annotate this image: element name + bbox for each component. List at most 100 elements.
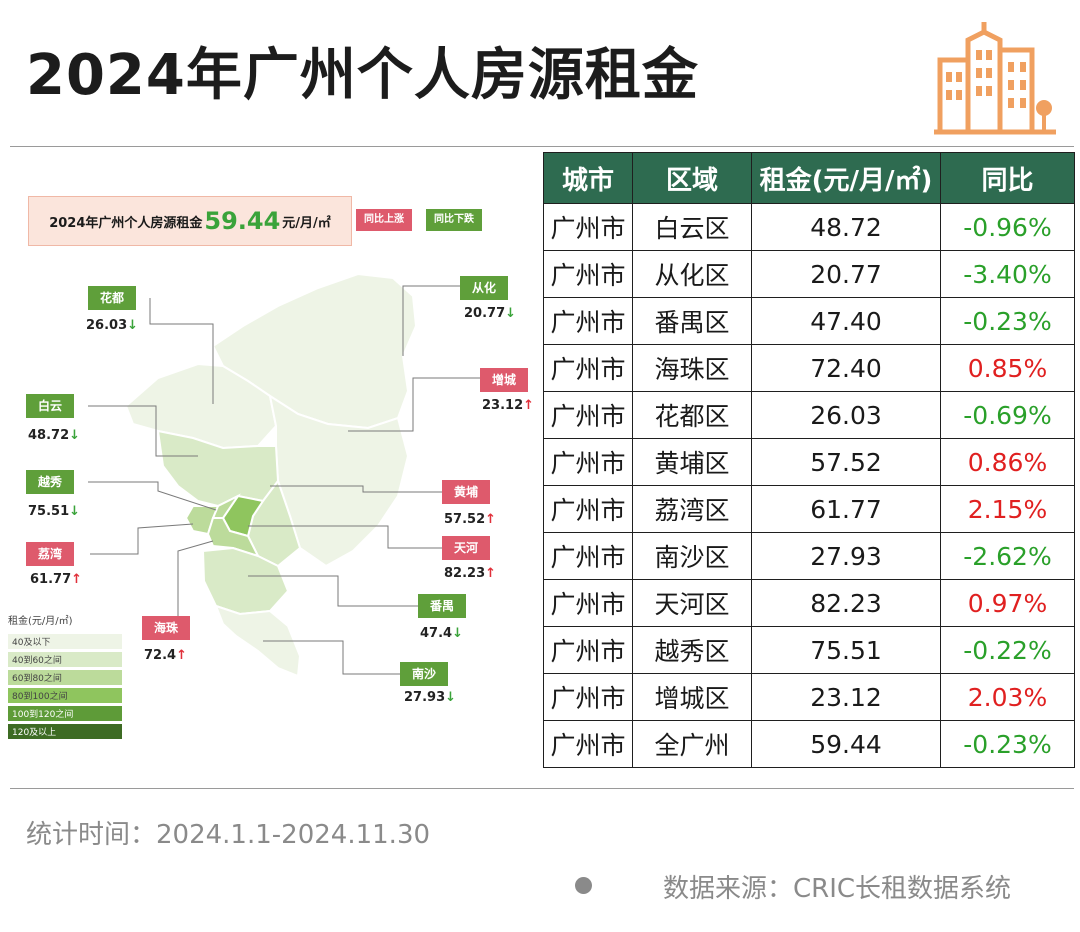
map-region-panyu — [201, 546, 290, 616]
district-cell: 白云区 — [632, 203, 752, 251]
table-row: 广州市 越秀区 75.51 -0.22% — [543, 626, 1075, 674]
rent-cell: 47.40 — [751, 297, 941, 345]
yoy-cell: -0.23% — [940, 297, 1075, 345]
district-cell: 增城区 — [632, 673, 752, 721]
district-cell: 从化区 — [632, 250, 752, 298]
city-cell: 广州市 — [543, 720, 633, 768]
yoy-cell: 0.85% — [940, 344, 1075, 392]
district-cell: 海珠区 — [632, 344, 752, 392]
yoy-cell: -2.62% — [940, 532, 1075, 580]
arrow-up-icon: ↑ — [485, 566, 497, 581]
district-value: 72.4↑ — [144, 648, 187, 663]
legend-item: 100到120之间 — [8, 705, 138, 722]
leader-line — [248, 575, 418, 607]
legend-swatch-label: 40到60之间 — [8, 652, 122, 667]
city-cell: 广州市 — [543, 344, 633, 392]
rent-cell: 48.72 — [751, 203, 941, 251]
arrow-up-icon: ↑ — [485, 512, 497, 527]
table-row: 广州市 全广州 59.44 -0.23% — [543, 720, 1075, 768]
district-cell: 南沙区 — [632, 532, 752, 580]
district-tag: 越秀 — [26, 470, 75, 494]
legend-swatch-label: 80到100之间 — [8, 688, 122, 703]
table-row: 广州市 南沙区 27.93 -2.62% — [543, 532, 1075, 580]
legend-swatch-label: 60到80之间 — [8, 670, 122, 685]
district-cell: 天河区 — [632, 579, 752, 627]
city-cell: 广州市 — [543, 532, 633, 580]
table-header-city: 城市 — [543, 152, 633, 204]
legend-item: 80到100之间 — [8, 687, 138, 704]
district-value-number: 75.51 — [28, 504, 70, 519]
leader-line — [88, 405, 198, 457]
leader-line — [270, 485, 442, 493]
rent-cell: 59.44 — [751, 720, 941, 768]
yoy-cell: -0.22% — [940, 626, 1075, 674]
district-value: 57.52↑ — [444, 512, 496, 527]
district-value: 23.12↑ — [482, 398, 534, 413]
arrow-down-icon: ↓ — [69, 504, 81, 519]
leader-line — [402, 285, 460, 356]
legend-rows: 40及以下 40到60之间 60到80之间 80到100之间 100到120之间 120及… — [8, 633, 138, 740]
arrow-up-icon: ↑ — [523, 398, 535, 413]
city-cell: 广州市 — [543, 250, 633, 298]
district-value: 61.77↑ — [30, 572, 82, 587]
district-tag: 番禺 — [418, 594, 467, 618]
table-row: 广州市 花都区 26.03 -0.69% — [543, 391, 1075, 439]
city-cell: 广州市 — [543, 391, 633, 439]
leader-line — [263, 640, 400, 675]
summary-banner: 2024年广州个人房源租金 59.44 元/月/㎡ — [28, 196, 352, 246]
table-row: 广州市 番禺区 47.40 -0.23% — [543, 297, 1075, 345]
district-tag: 南沙 — [400, 662, 449, 686]
legend-item: 60到80之间 — [8, 669, 138, 686]
district-tag: 海珠 — [142, 616, 191, 640]
legend-swatch-label: 120及以上 — [8, 724, 122, 739]
district-tag: 天河 — [442, 536, 491, 560]
data-source: 数据来源：CRIC长租数据系统 — [663, 874, 1012, 904]
yoy-cell: 0.86% — [940, 438, 1075, 486]
district-value-number: 57.52 — [444, 512, 486, 527]
leader-line — [90, 523, 194, 555]
district-value-number: 47.4 — [420, 626, 453, 641]
yoy-cell: -0.23% — [940, 720, 1075, 768]
city-cell: 广州市 — [543, 438, 633, 486]
district-value-number: 20.77 — [464, 306, 506, 321]
district-cell: 番禺区 — [632, 297, 752, 345]
district-tag: 从化 — [460, 276, 509, 300]
city-cell: 广州市 — [543, 673, 633, 721]
map-legend: 租金(元/月/㎡) 40及以下 40到60之间 60到80之间 80到100之间 100… — [8, 612, 138, 741]
district-tag: 黄埔 — [442, 480, 491, 504]
district-cell: 越秀区 — [632, 626, 752, 674]
footer-divider — [10, 788, 1074, 789]
yoy-cell: 0.97% — [940, 579, 1075, 627]
district-cell: 黄埔区 — [632, 438, 752, 486]
guangzhou-map — [88, 272, 480, 678]
summary-unit: 元/月/㎡ — [282, 215, 331, 231]
table-row: 广州市 天河区 82.23 0.97% — [543, 579, 1075, 627]
arrow-down-icon: ↓ — [452, 626, 463, 641]
district-value-number: 23.12 — [482, 398, 524, 413]
rent-cell: 23.12 — [751, 673, 941, 721]
legend-up-pill: 同比上涨 — [356, 209, 412, 231]
district-value-number: 48.72 — [28, 428, 70, 443]
arrow-down-icon: ↓ — [69, 428, 81, 443]
map-region-nansha — [214, 604, 302, 678]
rent-cell: 72.40 — [751, 344, 941, 392]
district-value-number: 72.4 — [144, 648, 177, 663]
table-row: 广州市 从化区 20.77 -3.40% — [543, 250, 1075, 298]
header-divider — [10, 146, 1074, 147]
district-tag: 白云 — [26, 394, 75, 418]
legend-down-pill: 同比下跌 — [426, 209, 482, 231]
rent-table: 城市 区域 租金(元/月/㎡) 同比 广州市 白云区 48.72 -0.96% 广州市从… — [543, 152, 1075, 768]
city-cell: 广州市 — [543, 626, 633, 674]
district-value: 26.03↓ — [86, 318, 138, 333]
legend-swatch-label: 100到120之间 — [8, 706, 122, 721]
table-header-yoy: 同比 — [940, 152, 1075, 204]
leader-line — [88, 481, 217, 511]
district-value-number: 82.23 — [444, 566, 486, 581]
rent-cell: 57.52 — [751, 438, 941, 486]
district-cell: 全广州 — [632, 720, 752, 768]
bullet-dot-icon — [575, 877, 592, 894]
district-value: 20.77↓ — [464, 306, 516, 321]
city-cell: 广州市 — [543, 485, 633, 533]
legend-item: 40到60之间 — [8, 651, 138, 668]
district-value: 75.51↓ — [28, 504, 80, 519]
